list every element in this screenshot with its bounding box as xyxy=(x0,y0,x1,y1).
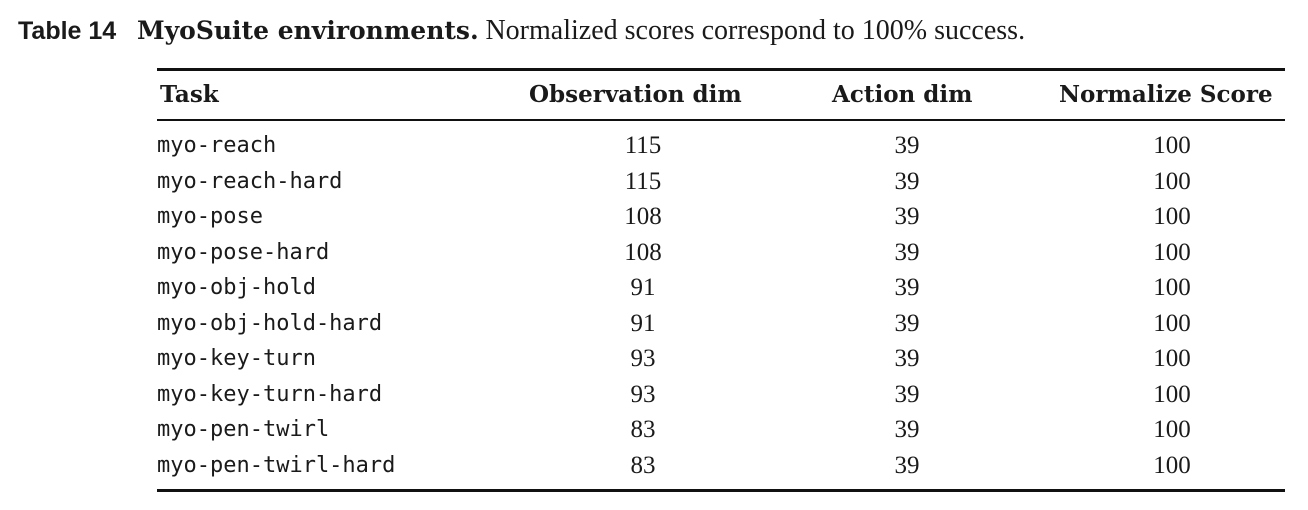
table-title: MyoSuite environments. xyxy=(136,16,479,45)
table-row: myo-pen-twirl 83 39 100 xyxy=(157,412,1285,448)
task-cell: myo-obj-hold-hard xyxy=(157,310,383,336)
normalize-score-cell: 100 xyxy=(1153,238,1191,266)
normalize-score-cell: 100 xyxy=(1153,132,1191,159)
action-dim-cell: 39 xyxy=(894,132,920,159)
action-dim-cell: 39 xyxy=(894,238,920,266)
action-dim-cell: 39 xyxy=(894,345,920,372)
table-caption-text: Normalized scores correspond to 100% suc… xyxy=(485,15,1026,46)
table-row: myo-key-turn 93 39 100 xyxy=(157,341,1285,377)
action-dim-cell: 39 xyxy=(894,167,920,195)
observation-dim-cell: 91 xyxy=(630,274,656,301)
action-dim-cell: 39 xyxy=(894,309,920,337)
task-cell: myo-pose-hard xyxy=(157,239,330,265)
column-header-action-dim: Action dim xyxy=(832,81,973,108)
task-cell: myo-obj-hold xyxy=(157,275,316,300)
normalize-score-cell: 100 xyxy=(1153,203,1191,230)
observation-dim-cell: 83 xyxy=(630,451,656,479)
observation-dim-cell: 83 xyxy=(630,416,656,443)
table-row: myo-pen-twirl-hard 83 39 100 xyxy=(157,448,1285,484)
observation-dim-cell: 91 xyxy=(630,309,656,337)
action-dim-cell: 39 xyxy=(894,416,920,443)
table-body: myo-reach 115 39 100 myo-reach-hard 115 … xyxy=(157,128,1285,483)
top-rule xyxy=(157,68,1285,71)
action-dim-cell: 39 xyxy=(894,380,920,408)
column-header-normalize-score: Normalize Score xyxy=(1059,81,1273,108)
task-cell: myo-reach-hard xyxy=(157,168,343,194)
table-caption: Table 14 MyoSuite environments. Normaliz… xyxy=(18,12,1025,49)
column-header-observation-dim: Observation dim xyxy=(529,81,742,108)
table-row: myo-key-turn-hard 93 39 100 xyxy=(157,377,1285,413)
task-cell: myo-pen-twirl xyxy=(157,417,330,442)
task-cell: myo-reach xyxy=(157,133,277,158)
table-row: myo-obj-hold-hard 91 39 100 xyxy=(157,306,1285,342)
task-cell: myo-key-turn xyxy=(157,346,316,371)
normalize-score-cell: 100 xyxy=(1153,451,1191,479)
table-row: myo-pose-hard 108 39 100 xyxy=(157,235,1285,271)
column-header-task: Task xyxy=(160,81,219,108)
observation-dim-cell: 93 xyxy=(630,345,656,372)
normalize-score-cell: 100 xyxy=(1153,380,1191,408)
action-dim-cell: 39 xyxy=(894,451,920,479)
action-dim-cell: 39 xyxy=(894,274,920,301)
task-cell: myo-pen-twirl-hard xyxy=(157,452,396,478)
table-row: myo-pose 108 39 100 xyxy=(157,199,1285,235)
normalize-score-cell: 100 xyxy=(1153,309,1191,337)
normalize-score-cell: 100 xyxy=(1153,167,1191,195)
action-dim-cell: 39 xyxy=(894,203,920,230)
header-rule xyxy=(157,119,1285,121)
bottom-rule xyxy=(157,489,1285,492)
observation-dim-cell: 108 xyxy=(624,203,662,230)
observation-dim-cell: 93 xyxy=(630,380,656,408)
task-cell: myo-pose xyxy=(157,204,263,229)
normalize-score-cell: 100 xyxy=(1153,345,1191,372)
task-cell: myo-key-turn-hard xyxy=(157,381,383,407)
normalize-score-cell: 100 xyxy=(1153,274,1191,301)
table-row: myo-reach-hard 115 39 100 xyxy=(157,164,1285,200)
normalize-score-cell: 100 xyxy=(1153,416,1191,443)
observation-dim-cell: 115 xyxy=(624,132,662,159)
observation-dim-cell: 108 xyxy=(624,238,662,266)
table-number: Table 14 xyxy=(18,17,117,45)
table-row: myo-obj-hold 91 39 100 xyxy=(157,270,1285,306)
table-row: myo-reach 115 39 100 xyxy=(157,128,1285,164)
observation-dim-cell: 115 xyxy=(624,167,662,195)
